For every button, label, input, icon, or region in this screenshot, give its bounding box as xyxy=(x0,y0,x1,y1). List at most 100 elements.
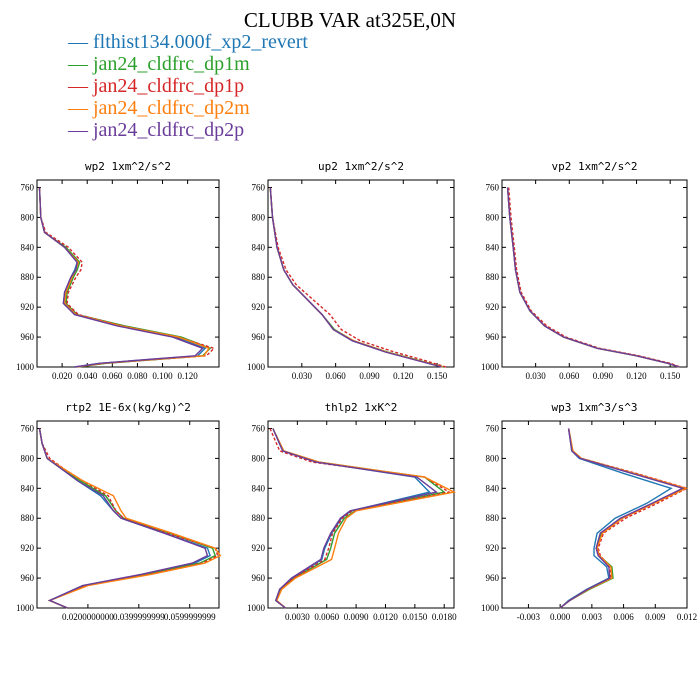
plot-frame xyxy=(36,420,220,609)
legend-marker: — xyxy=(68,119,93,141)
y-tick-label: 760 xyxy=(252,182,266,192)
x-tick-label: 0.0060 xyxy=(314,612,339,622)
series-line-3 xyxy=(508,187,681,368)
y-tick-label: 960 xyxy=(486,332,500,342)
plot-frame xyxy=(501,420,688,609)
y-tick-label: 880 xyxy=(21,513,35,523)
series-line-4 xyxy=(269,187,443,368)
plot-frame xyxy=(267,179,455,368)
x-tick-label: 0.150 xyxy=(660,371,681,381)
series-line-5 xyxy=(559,428,685,609)
x-tick-label: 0.030 xyxy=(526,371,547,381)
y-tick-label: 840 xyxy=(486,242,500,252)
chart-panel-3: vp2 1xm^2/s^2 760 800 840 880 920 960 1000 0.030… xyxy=(481,160,688,381)
panel-title: rtp2 1E-6x(kg/kg)^2 xyxy=(65,401,191,414)
y-tick-label: 880 xyxy=(21,272,35,282)
series-line-2 xyxy=(506,187,680,368)
y-tick-label: 880 xyxy=(252,513,266,523)
x-tick-label: 0.060 xyxy=(559,371,580,381)
y-tick-label: 960 xyxy=(21,332,35,342)
series-line-5 xyxy=(38,187,204,368)
y-tick-label: 800 xyxy=(21,453,35,463)
y-tick-label: 840 xyxy=(21,242,35,252)
y-tick-label: 960 xyxy=(252,573,266,583)
x-tick-label: -0.003 xyxy=(517,612,541,622)
x-tick-label: 0.012 xyxy=(677,612,697,622)
y-tick-label: 840 xyxy=(486,483,500,493)
legend-entry-3: — jan24_cldfrc_dp1p xyxy=(68,75,388,97)
y-tick-label: 1000 xyxy=(247,362,266,372)
x-tick-label: 0.003 xyxy=(582,612,603,622)
series-line-4 xyxy=(272,428,457,609)
y-tick-label: 800 xyxy=(252,453,266,463)
legend-marker: — xyxy=(68,53,93,75)
y-tick-label: 880 xyxy=(486,513,500,523)
y-tick-label: 760 xyxy=(486,423,500,433)
panel-title: vp2 1xm^2/s^2 xyxy=(551,160,637,173)
panel-title: wp2 1xm^2/s^2 xyxy=(85,160,171,173)
x-tick-label: 0.0599999999 xyxy=(164,612,216,622)
x-tick-label: 0.0120 xyxy=(373,612,398,622)
series-line-5 xyxy=(38,428,209,609)
x-tick-label: 0.030 xyxy=(292,371,313,381)
legend-entry-4: — jan24_cldfrc_dp2m xyxy=(68,97,388,119)
x-tick-label: 0.060 xyxy=(102,371,123,381)
y-tick-label: 1000 xyxy=(16,603,35,613)
legend-label: jan24_cldfrc_dp1m xyxy=(93,53,250,75)
series-line-3 xyxy=(269,187,447,368)
y-tick-label: 800 xyxy=(486,212,500,222)
y-tick-label: 920 xyxy=(486,543,500,553)
plot-frame xyxy=(36,179,220,368)
x-tick-label: 0.000 xyxy=(550,612,571,622)
series-line-1 xyxy=(506,187,680,368)
y-tick-label: 800 xyxy=(486,453,500,463)
y-tick-label: 920 xyxy=(21,302,35,312)
chart-panel-5: thlp2 1xK^2 760 800 840 880 920 960 1000 0.0030 0… xyxy=(247,401,457,622)
legend-label: jan24_cldfrc_dp2p xyxy=(93,119,245,141)
y-tick-label: 920 xyxy=(21,543,35,553)
y-tick-label: 880 xyxy=(252,272,266,282)
y-tick-label: 760 xyxy=(21,182,35,192)
y-tick-label: 920 xyxy=(252,302,266,312)
x-tick-label: 0.009 xyxy=(645,612,666,622)
y-tick-label: 760 xyxy=(21,423,35,433)
x-tick-label: 0.120 xyxy=(177,371,198,381)
x-tick-label: 0.0150 xyxy=(402,612,427,622)
series-line-5 xyxy=(506,187,680,368)
panel-title: wp3 1xm^3/s^3 xyxy=(551,401,637,414)
chart-panel-4: rtp2 1E-6x(kg/kg)^2 760 800 840 880 920 960 100… xyxy=(16,401,222,622)
y-tick-label: 960 xyxy=(486,573,500,583)
plot-frame xyxy=(267,420,455,609)
x-tick-label: 0.080 xyxy=(127,371,148,381)
y-tick-label: 960 xyxy=(21,573,35,583)
y-tick-label: 920 xyxy=(252,543,266,553)
legend-marker: — xyxy=(68,97,93,119)
x-tick-label: 0.090 xyxy=(593,371,614,381)
figure-title: CLUBB VAR at325E,0N xyxy=(243,8,457,32)
y-tick-label: 1000 xyxy=(16,362,35,372)
x-tick-label: 0.0399999999 xyxy=(113,612,165,622)
x-tick-label: 0.100 xyxy=(152,371,173,381)
x-tick-label: 0.120 xyxy=(393,371,414,381)
y-tick-label: 960 xyxy=(252,332,266,342)
x-tick-label: 0.0200000000 xyxy=(62,612,114,622)
x-tick-label: 0.040 xyxy=(77,371,98,381)
y-tick-label: 800 xyxy=(21,212,35,222)
x-tick-label: 0.150 xyxy=(427,371,448,381)
x-tick-label: 0.090 xyxy=(359,371,380,381)
legend-marker: — xyxy=(68,75,93,97)
y-tick-label: 800 xyxy=(252,212,266,222)
y-tick-label: 880 xyxy=(486,272,500,282)
y-tick-label: 1000 xyxy=(247,603,266,613)
series-line-3 xyxy=(38,428,219,609)
chart-panel-2: up2 1xm^2/s^2 760 800 840 880 920 960 1000 0.030… xyxy=(247,160,455,381)
series-line-4 xyxy=(38,428,222,609)
series-line-4 xyxy=(506,187,680,368)
legend-entry-5: — jan24_cldfrc_dp2p xyxy=(68,119,388,141)
x-tick-label: 0.060 xyxy=(326,371,347,381)
y-tick-label: 1000 xyxy=(481,362,500,372)
x-tick-label: 0.006 xyxy=(613,612,634,622)
y-tick-label: 1000 xyxy=(481,603,500,613)
